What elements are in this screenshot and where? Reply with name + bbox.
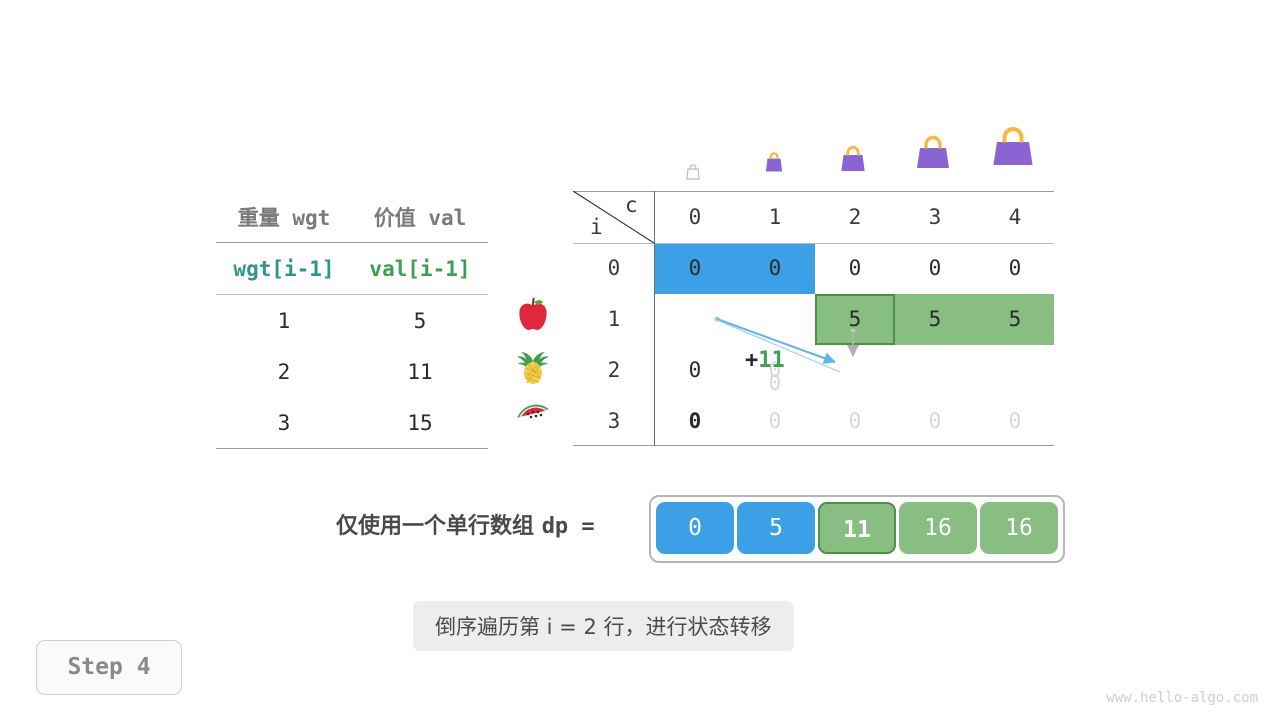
bag-icon-capacity-2: [833, 140, 873, 184]
wgt-header: 重量 wgt: [237, 205, 331, 230]
dp-single-row-array: 0 5 11 16 16: [649, 495, 1065, 563]
dp-cell-1-2: 5: [848, 307, 862, 331]
dp-row-header-1: 1: [607, 307, 621, 331]
wgt-value-1: 1: [277, 308, 291, 333]
dp-cell-2-2: 11: [842, 358, 868, 382]
watermelon-icon: [512, 398, 554, 440]
dp-array-cell-3[interactable]: 16: [899, 502, 977, 554]
wv-divider-top: [216, 242, 488, 243]
dp-cell-1-4: 5: [1008, 307, 1022, 331]
val-header: 价值 val: [373, 205, 467, 230]
dp-cell-1-0: 0: [688, 307, 702, 331]
highlight-blue-row1: [655, 243, 815, 294]
dp-col-header-4: 4: [1008, 205, 1022, 229]
dp-cell-3-0: 0: [688, 409, 702, 433]
dp-cell-2-0: 0: [688, 358, 702, 382]
dp-row-header-0: 0: [607, 256, 621, 280]
dp-cell-2-3: 16: [922, 358, 948, 382]
dp-row-header-3: 3: [607, 409, 621, 433]
dp-array-label-cn: 仅使用一个单行数组: [336, 514, 535, 539]
dp-bottom-rule: [573, 445, 1054, 446]
dp-cell-2-4: 16: [1002, 358, 1028, 382]
dp-cell-0-0: 0: [688, 256, 702, 280]
dp-cell-0-1: 0: [768, 256, 782, 280]
dp-col-header-2: 2: [848, 205, 862, 229]
dp-array-cell-4[interactable]: 16: [980, 502, 1058, 554]
dp-cell-0-4: 0: [1008, 256, 1022, 280]
dp-cell-1-3: 5: [928, 307, 942, 331]
dp-array-label-mono: dp =: [541, 514, 595, 539]
plus-value-annotation: +11: [745, 348, 785, 373]
wgt-value-2: 2: [277, 359, 291, 384]
bag-icon-capacity-0: [681, 160, 705, 188]
wv-header-row: 重量 wgt 价值 val: [216, 191, 488, 242]
dp-array-cell-2[interactable]: 11: [818, 502, 896, 554]
corner-diagonal-icon: [573, 191, 655, 244]
plus-value: 11: [758, 348, 785, 373]
bag-icon-capacity-1: [758, 147, 790, 183]
bag-icon-capacity-3: [909, 131, 957, 183]
apple-icon: [512, 296, 554, 338]
dp-cell-2-1-ghost: 0: [768, 371, 782, 395]
dp-header-rule: [573, 243, 1054, 244]
wv-data-row-3: 3 15: [216, 397, 488, 448]
pineapple-icon: [512, 347, 554, 389]
dp-cell-0-2: 0: [848, 256, 862, 280]
wgt-index-label: wgt[i-1]: [216, 257, 352, 281]
caption-text: 倒序遍历第 i = 2 行，进行状态转移: [413, 601, 794, 651]
plus-sign: +: [745, 348, 759, 373]
wgt-value-3: 3: [277, 410, 291, 435]
wgt-index-text: wgt[i-1]: [233, 256, 335, 281]
corner-label-i: i: [590, 215, 603, 239]
step-badge: Step 4: [36, 640, 182, 695]
dp-cell-3-4: 0: [1008, 409, 1022, 433]
dp-col-header-3: 3: [928, 205, 942, 229]
val-index-label: val[i-1]: [352, 257, 488, 281]
val-index-text: val[i-1]: [369, 256, 471, 281]
wv-subheader-row: wgt[i-1] val[i-1]: [216, 243, 488, 294]
dp-row-header-2: 2: [607, 358, 621, 382]
dp-cell-3-3: 0: [928, 409, 942, 433]
dp-array-label: 仅使用一个单行数组 dp =: [336, 508, 595, 540]
corner-label-c: c: [625, 193, 638, 217]
dp-cell-0-3: 0: [928, 256, 942, 280]
watermark: www.hello-algo.com: [1106, 690, 1258, 706]
val-value-1: 5: [413, 308, 427, 333]
dp-array-cell-0[interactable]: 0: [656, 502, 734, 554]
bag-icon-capacity-4: [985, 122, 1041, 182]
dp-top-rule: [573, 191, 1054, 192]
dp-col-header-0: 0: [688, 205, 702, 229]
dp-cell-3-1: 0: [768, 409, 782, 433]
dp-vertical-rule: [654, 191, 655, 446]
dp-cell-1-1: 5: [768, 307, 782, 331]
dp-col-header-1: 1: [768, 205, 782, 229]
weight-value-table: 重量 wgt 价值 val wgt[i-1] val[i-1] 1 5 2 11…: [216, 191, 488, 449]
val-value-3: 15: [407, 410, 433, 435]
dp-cell-3-2: 0: [848, 409, 862, 433]
wv-divider-bottom: [216, 448, 488, 449]
wv-data-row-1: 1 5: [216, 295, 488, 346]
val-value-2: 11: [407, 359, 433, 384]
dp-array-cell-1[interactable]: 5: [737, 502, 815, 554]
wv-divider-mid: [216, 294, 488, 295]
wv-data-row-2: 2 11: [216, 346, 488, 397]
